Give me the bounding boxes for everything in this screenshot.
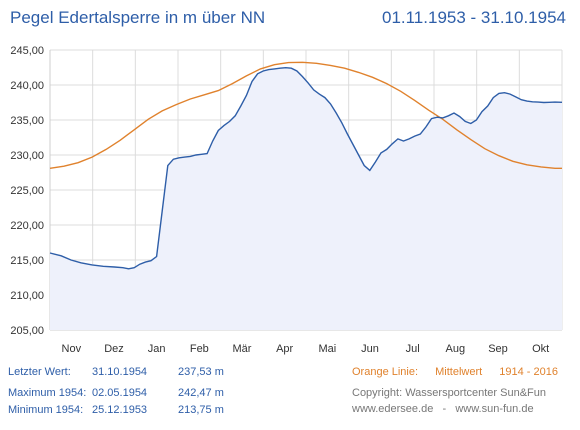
x-tick-label: Jul bbox=[406, 343, 420, 355]
x-tick-label: Nov bbox=[62, 343, 82, 355]
y-tick-label: 220,00 bbox=[10, 220, 44, 232]
x-tick-label: Jan bbox=[148, 343, 166, 355]
chart-title: Pegel Edertalsperre in m über NN bbox=[10, 8, 266, 27]
chart-period: 01.11.1953 - 31.10.1954 bbox=[381, 8, 566, 27]
maximum-value: 242,47 m bbox=[178, 387, 224, 399]
orange-line-label: Orange Linie: bbox=[352, 366, 419, 378]
minimum-value: 213,75 m bbox=[178, 404, 224, 416]
x-tick-label: Mai bbox=[318, 343, 336, 355]
minimum-date: 25.12.1953 bbox=[92, 404, 148, 416]
maximum-label: Maximum 1954: bbox=[8, 387, 87, 399]
x-axis-ticks: Nov Dez Jan Feb Mär Apr Mai Jun Jul Aug Sep Okt bbox=[62, 343, 550, 355]
series-mittelwert-line bbox=[49, 61, 562, 169]
x-tick-label: Dez bbox=[104, 343, 124, 355]
last-value-date: 31.10.1954 bbox=[92, 366, 148, 378]
y-tick-label: 245,00 bbox=[10, 45, 44, 57]
legend-and-credits: Orange Linie: Mittelwert 1914 - 2016 Cop… bbox=[352, 364, 558, 417]
y-tick-label: 225,00 bbox=[10, 185, 44, 197]
y-tick-label: 240,00 bbox=[10, 80, 44, 92]
y-tick-label: 215,00 bbox=[10, 255, 44, 267]
mittelwert-range: 1914 - 2016 bbox=[499, 366, 558, 378]
y-tick-label: 230,00 bbox=[10, 150, 44, 162]
copyright-text: Copyright: Wassersportcenter Sun&Fun bbox=[352, 387, 547, 399]
y-tick-label: 235,00 bbox=[10, 115, 44, 127]
x-tick-label: Aug bbox=[446, 343, 466, 355]
mittelwert-label: Mittelwert bbox=[435, 366, 483, 378]
series-1954-fill bbox=[50, 67, 562, 330]
y-tick-label: 210,00 bbox=[10, 290, 44, 302]
x-tick-label: Mär bbox=[233, 343, 252, 355]
x-tick-label: Sep bbox=[488, 343, 508, 355]
y-tick-label: 205,00 bbox=[10, 325, 44, 337]
minimum-label: Minimum 1954: bbox=[8, 404, 84, 416]
series-1954-line bbox=[49, 66, 563, 270]
water-level-chart: 205,00 210,00 215,00 220,00 225,00 230,00 235,… bbox=[10, 45, 563, 355]
website-links: www.edersee.de - www.sun-fun.de bbox=[352, 403, 534, 415]
orange-line-legend: Orange Linie: Mittelwert 1914 - 2016 bbox=[352, 364, 558, 381]
last-value-amount: 237,53 m bbox=[178, 366, 224, 378]
x-tick-label: Okt bbox=[532, 343, 549, 355]
x-tick-label: Jun bbox=[361, 343, 379, 355]
maximum-date: 02.05.1954 bbox=[92, 387, 148, 399]
x-tick-label: Apr bbox=[276, 343, 293, 355]
last-value-label: Letzter Wert: bbox=[8, 366, 71, 378]
y-axis-ticks: 205,00 210,00 215,00 220,00 225,00 230,00 235,… bbox=[10, 45, 44, 337]
x-tick-label: Feb bbox=[190, 343, 209, 355]
